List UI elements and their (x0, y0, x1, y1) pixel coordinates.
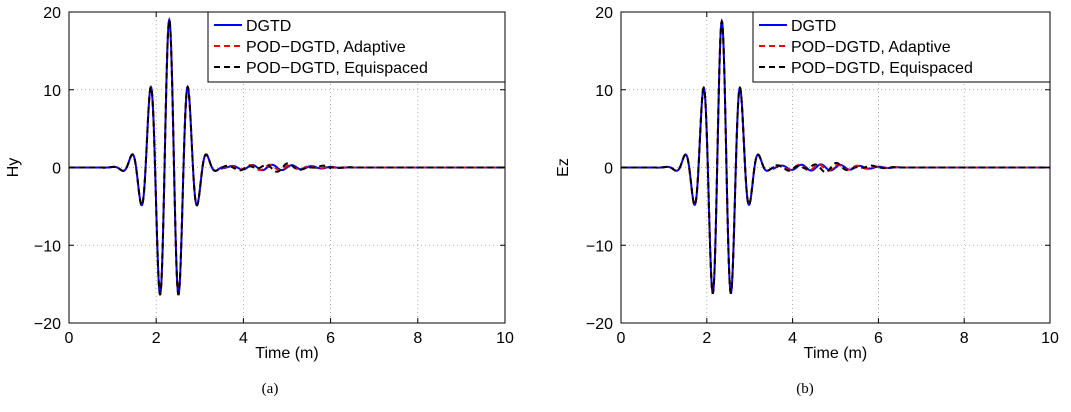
legend-label: DGTD (791, 18, 836, 35)
legend: DGTD POD−DGTD, Adaptive POD−DGTD, Equispac… (752, 11, 1051, 83)
x-tick-label: 4 (239, 330, 248, 347)
y-axis-label: Hy (5, 158, 22, 178)
x-tick-label: 2 (702, 330, 711, 347)
y-tick-label: 10 (43, 83, 61, 100)
chart-panel-a: 0 2 4 6 8 10 −20 −10 0 10 20 Time (m) Hy DGTD POD−DGTD… (5, 5, 514, 397)
x-tick-label: 8 (413, 330, 422, 347)
legend-box (207, 11, 506, 83)
legend-label: DGTD (246, 18, 291, 35)
x-axis-label: Time (m) (804, 345, 867, 362)
y-tick-label: −20 (34, 316, 61, 333)
legend-label: POD−DGTD, Equispaced (246, 60, 428, 77)
y-tick-label: 20 (43, 5, 61, 22)
x-tick-label: 4 (788, 330, 797, 347)
x-tick-label: 8 (960, 330, 969, 347)
y-tick-label: −10 (586, 238, 613, 255)
series-line-1 (621, 18, 1050, 294)
series-line-3 (69, 16, 505, 296)
legend-label: POD−DGTD, Adaptive (246, 39, 406, 56)
x-tick-label: 10 (1041, 330, 1059, 347)
y-tick-label: 10 (595, 83, 613, 100)
x-tick-label: 0 (65, 330, 74, 347)
x-tick-label: 10 (496, 330, 514, 347)
legend-label: POD−DGTD, Equispaced (791, 60, 973, 77)
x-axis-label: Time (m) (255, 345, 318, 362)
x-tick-label: 6 (874, 330, 883, 347)
x-tick-label: 0 (617, 330, 626, 347)
y-tick-label: 0 (52, 161, 61, 178)
y-axis-label: Ez (555, 158, 572, 177)
x-tick-label: 2 (152, 330, 161, 347)
y-tick-label: 0 (604, 161, 613, 178)
y-tick-label: −10 (34, 238, 61, 255)
legend-box (752, 11, 1051, 83)
legend-label: POD−DGTD, Adaptive (791, 39, 951, 56)
series-line-3 (621, 18, 1050, 294)
y-tick-label: 20 (595, 5, 613, 22)
panel-caption: (a) (262, 381, 279, 397)
panel-caption: (b) (796, 381, 814, 397)
y-tick-label: −20 (586, 316, 613, 333)
chart-panel-b: 0 2 4 6 8 10 −20 −10 0 10 20 Time (m) Ez DGTD POD−DGTD… (555, 5, 1059, 397)
legend: DGTD POD−DGTD, Adaptive POD−DGTD, Equispac… (207, 11, 506, 83)
x-tick-label: 6 (326, 330, 335, 347)
